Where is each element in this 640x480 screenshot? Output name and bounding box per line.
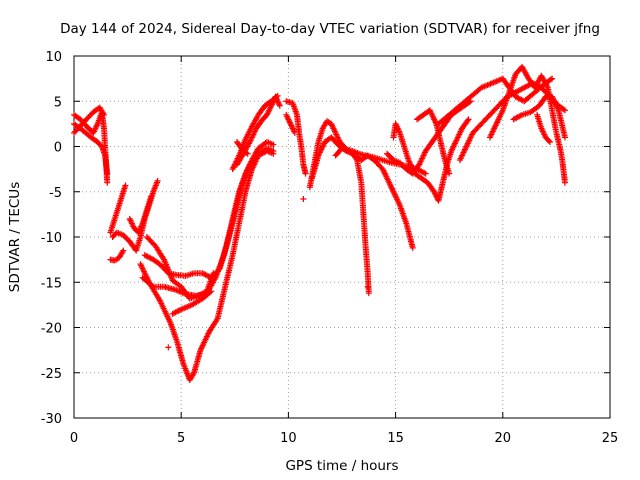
data-point: [276, 102, 283, 109]
y-tick-label: -10: [41, 231, 62, 246]
data-point: [302, 170, 309, 177]
data-point: [122, 182, 129, 189]
data-point: [549, 75, 556, 82]
data-point: [545, 137, 552, 144]
data-point: [208, 288, 215, 295]
y-axis-label: SDTVAR / TECUs: [7, 182, 23, 292]
data-point: [409, 244, 416, 251]
data-point: [561, 179, 568, 186]
y-tick-label: -25: [41, 367, 62, 382]
data-point: [210, 270, 217, 277]
data-point: [274, 92, 281, 99]
x-tick-label: 5: [177, 431, 185, 446]
data-point-outlier: [165, 344, 172, 351]
data-point: [365, 290, 372, 297]
y-tick-label: 0: [54, 141, 62, 156]
data-point-outlier: [300, 195, 307, 202]
x-tick-label: 0: [70, 431, 78, 446]
data-point: [546, 138, 553, 145]
data-point: [148, 282, 155, 289]
y-tick-label: -5: [49, 186, 62, 201]
data-point: [148, 193, 155, 200]
x-axis-label: GPS time / hours: [285, 458, 398, 474]
data-point: [561, 107, 568, 114]
data-point: [465, 116, 472, 123]
data-points: [71, 63, 568, 383]
data-point: [273, 93, 280, 100]
grid: [74, 56, 610, 418]
data-point: [446, 170, 453, 177]
data-point: [291, 129, 298, 136]
y-tick-label: 5: [54, 95, 62, 110]
data-point: [270, 148, 277, 155]
data-point: [104, 170, 111, 177]
data-point: [422, 170, 429, 177]
data-point: [561, 134, 568, 141]
data-point: [206, 289, 213, 296]
data-point: [104, 179, 111, 186]
x-tick-label: 25: [602, 431, 619, 446]
y-tick-label: 10: [45, 50, 62, 65]
data-point: [464, 117, 471, 124]
y-tick-label: -20: [41, 322, 62, 337]
y-tick-label: -15: [41, 276, 62, 291]
data-point: [547, 76, 554, 83]
x-tick-label: 10: [280, 431, 297, 446]
x-tick-label: 20: [495, 431, 512, 446]
data-point: [270, 141, 277, 148]
y-tick-label: -30: [41, 412, 62, 427]
data-point: [560, 106, 567, 113]
data-point: [120, 247, 127, 254]
data-point: [101, 111, 108, 118]
data-point-outlier: [364, 283, 371, 290]
chart-title: Day 144 of 2024, Sidereal Day-to-day VTE…: [60, 21, 600, 37]
x-tick-label: 15: [387, 431, 404, 446]
data-point: [154, 177, 161, 184]
axis-ticks: 0 5 10 15 20 25 -30 -25 -20 -15 -10 -5 0 5 10: [41, 50, 619, 446]
